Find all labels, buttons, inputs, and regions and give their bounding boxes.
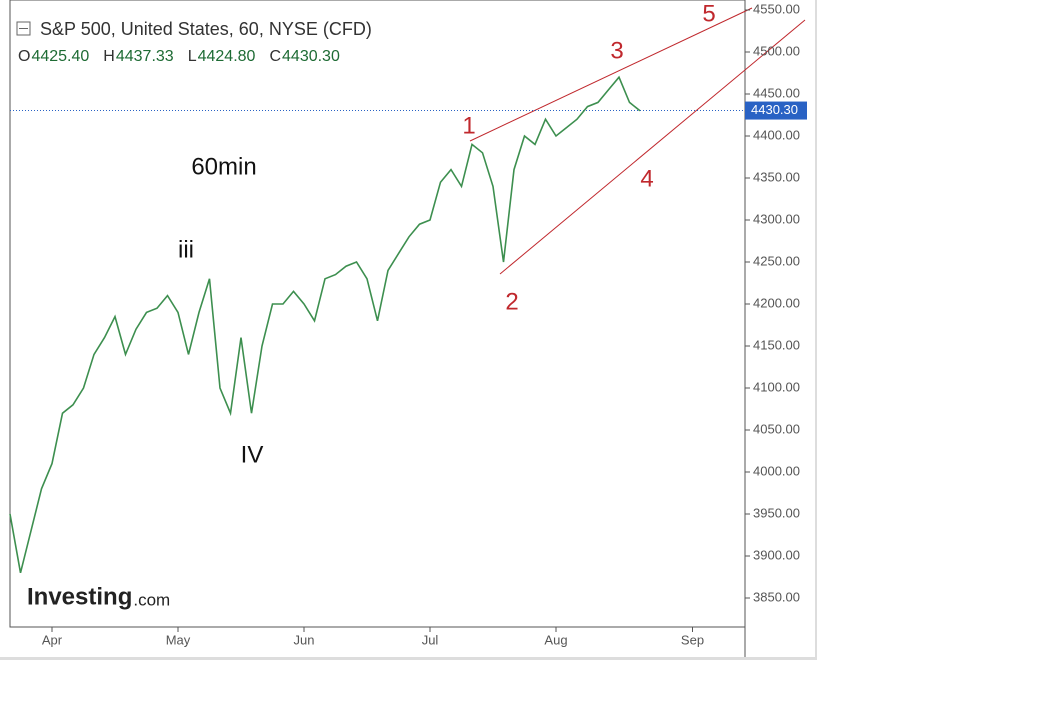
wave-label: 3 — [610, 37, 623, 64]
x-tick-label: Aug — [544, 632, 567, 647]
x-tick-label: Jun — [294, 632, 315, 647]
wave-label: 5 — [702, 0, 715, 27]
wave-label: 1 — [462, 112, 475, 139]
x-tick-label: Jul — [422, 632, 439, 647]
right-edge — [815, 0, 817, 660]
ohlc-value: 4425.40 — [31, 48, 89, 65]
watermark-suffix: .com — [133, 590, 170, 609]
x-tick-label: Apr — [42, 632, 63, 647]
y-tick-label: 4550.00 — [753, 1, 800, 16]
ohlc-value: 4424.80 — [198, 48, 256, 65]
y-tick-label: 3950.00 — [753, 505, 800, 520]
wave-label: iii — [178, 236, 194, 263]
y-tick-label: 4500.00 — [753, 43, 800, 58]
price-line — [9, 75, 641, 573]
watermark: Investing — [27, 583, 132, 610]
y-tick-label: 4250.00 — [753, 253, 800, 268]
last-price-label: 4430.30 — [751, 102, 798, 117]
x-tick-label: May — [166, 632, 191, 647]
y-tick-label: 4050.00 — [753, 421, 800, 436]
y-tick-label: 4100.00 — [753, 379, 800, 394]
y-tick-label: 4150.00 — [753, 337, 800, 352]
y-tick-label: 4200.00 — [753, 295, 800, 310]
bottom-edge — [0, 657, 817, 660]
wave-label: 2 — [505, 288, 518, 315]
y-tick-label: 4300.00 — [753, 211, 800, 226]
ohlc-label: C — [269, 48, 281, 65]
plot-area — [9, 0, 746, 628]
last-price-box — [745, 101, 807, 120]
ohlc-value: 4437.33 — [116, 48, 174, 65]
ohlc-value: 4430.30 — [282, 48, 340, 65]
ohlc-label: H — [103, 48, 115, 65]
wave-label: IV — [241, 441, 264, 468]
ohlc-label: L — [188, 48, 197, 65]
y-tick-label: 4000.00 — [753, 463, 800, 478]
wave-label: 4 — [640, 165, 653, 192]
y-tick-label: 3900.00 — [753, 547, 800, 562]
y-tick-label: 3850.00 — [753, 589, 800, 604]
x-tick-label: Sep — [681, 632, 704, 647]
upper-trendline — [469, 7, 753, 142]
y-tick-label: 4450.00 — [753, 85, 800, 100]
lower-trendline — [499, 19, 806, 275]
chart-title: S&P 500, United States, 60, NYSE (CFD) — [40, 19, 372, 39]
collapse-icon[interactable] — [16, 21, 31, 36]
y-tick-label: 4350.00 — [753, 169, 800, 184]
wave-label: 60min — [191, 153, 256, 180]
y-tick-label: 4400.00 — [753, 127, 800, 142]
ohlc-label: O — [18, 48, 30, 65]
